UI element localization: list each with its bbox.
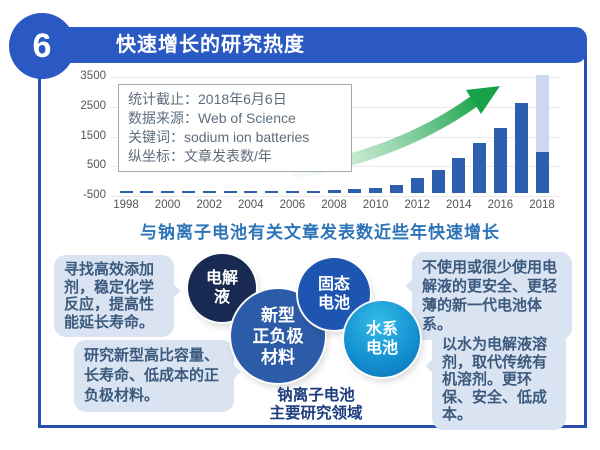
chart-gridline (110, 77, 560, 79)
bar-2004 (244, 191, 258, 193)
bar-2010 (369, 188, 383, 193)
bar-1998 (119, 191, 133, 193)
bubble-label: 电解 液 (205, 270, 238, 306)
bar-2013 (431, 169, 445, 193)
x-axis-label: 2006 (279, 199, 306, 211)
chart-stats-box: 统计截止：2018年6月6日 数据来源：Web of Science 关键词：s… (118, 84, 352, 172)
x-axis-label: 2000 (154, 199, 181, 211)
y-axis-label: 500 (86, 159, 106, 172)
x-axis-label: 2016 (487, 199, 514, 211)
bar-2018-projected (535, 75, 549, 152)
stats-line: 数据来源：Web of Science (128, 110, 296, 126)
stats-line: 关键词：sodium ion batteries (128, 129, 310, 145)
x-axis-label: 2018 (529, 199, 555, 211)
x-axis-label: 2008 (321, 199, 347, 211)
x-axis-label: 2010 (362, 199, 389, 211)
y-axis-label: 1500 (80, 129, 106, 142)
bar-2017 (514, 103, 528, 193)
bar-2001 (181, 191, 195, 193)
slide-number-badge: 6 (9, 13, 75, 79)
bubble-label: 固态 电池 (317, 276, 350, 312)
page-title: 快速增长的研究热度 (116, 34, 305, 56)
x-axis-label: 2002 (196, 199, 222, 211)
stats-line: 统计截止：2018年6月6日 (128, 91, 287, 107)
x-axis-label: 1998 (113, 199, 139, 211)
bar-2011 (389, 185, 403, 193)
x-axis-label: 2004 (238, 199, 264, 211)
bar-2016 (493, 128, 507, 193)
bar-2015 (473, 142, 487, 193)
bar-2009 (348, 189, 362, 193)
bubble-label: 新型 正负极 材料 (252, 305, 304, 367)
bar-2003 (223, 191, 237, 193)
bar-2008 (327, 190, 341, 193)
slide-number: 6 (32, 26, 52, 65)
bar-1999 (140, 191, 154, 193)
bar-2000 (161, 191, 175, 193)
note-electrolyte: 寻找高效添加剂，稳定化学反应，提高性能延长寿命。 (54, 255, 174, 337)
bar-2018 (535, 151, 549, 193)
bar-2002 (202, 191, 216, 193)
x-axis-label: 2014 (446, 199, 472, 211)
header-banner: 快速增长的研究热度 (44, 27, 587, 63)
bubble-label: 水系 电池 (365, 321, 398, 357)
box-border-left (38, 46, 41, 428)
box-border-right (584, 45, 587, 428)
bubble-aqueous-battery: 水系 电池 (344, 301, 420, 377)
stats-line: 纵坐标：文章发表数/年 (128, 148, 272, 164)
chart-caption: 与钠离子电池有关文章发表数近些年快速增长 (140, 223, 500, 242)
research-map-caption: 钠离子电池 主要研究领域 (269, 387, 363, 422)
bubble-solid-state-battery: 固态 电池 (298, 258, 370, 330)
bar-2005 (265, 191, 279, 193)
bar-2006 (285, 191, 299, 193)
note-aqueous: 以水为电解液溶剂，取代传统有机溶剂。更环保、安全、低成本。 (432, 330, 566, 430)
note-solid-state: 不使用或很少使用电解液的更安全、更轻薄的新一代电池体系。 (412, 252, 572, 340)
y-axis-label: 2500 (80, 99, 106, 112)
y-axis-label: 3500 (80, 70, 106, 83)
chart-gridline (110, 196, 560, 198)
note-electrode-materials: 研究新型高比容量、长寿命、低成本的正负极材料。 (74, 340, 234, 412)
bar-2007 (306, 191, 320, 193)
y-axis-label: -500 (82, 189, 106, 202)
bar-2014 (452, 157, 466, 193)
box-border-bottom (38, 425, 587, 428)
x-axis-label: 2012 (404, 199, 430, 211)
bar-2012 (410, 178, 424, 193)
